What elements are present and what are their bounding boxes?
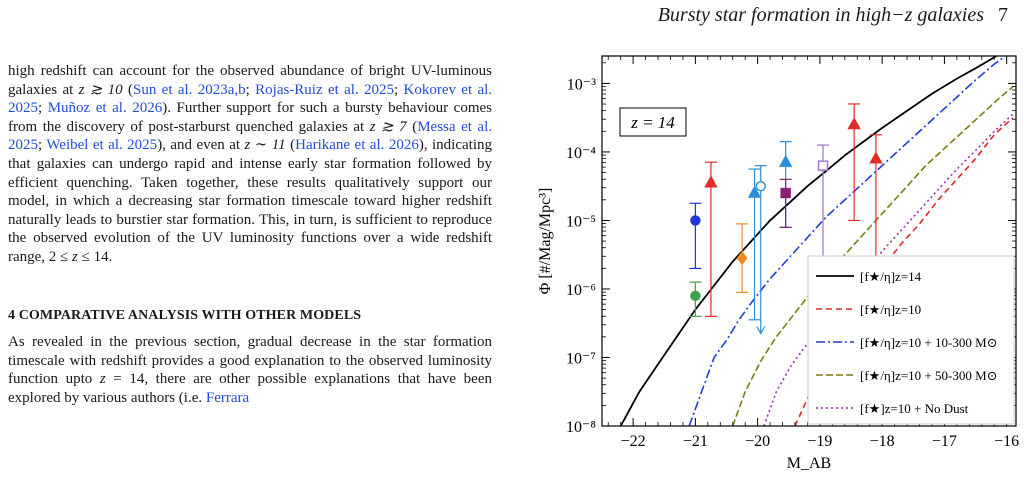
citation-link[interactable]: Messa et al. 2025 — [8, 118, 493, 154]
text-column: high redshift can account for the observ… — [8, 62, 492, 408]
data-point-square — [817, 160, 829, 171]
citation-link[interactable]: Rojas-Ruiz et al. 2025 — [255, 81, 394, 98]
y-axis-label: Φ [#/Mag/Mpc³] — [537, 188, 554, 295]
x-tick-label: −21 — [683, 433, 708, 450]
x-tick-label: −18 — [870, 433, 895, 450]
text-run: ), indicating that galaxies can undergo … — [8, 137, 493, 265]
data-point-circle — [690, 215, 701, 226]
data-point-triangle — [869, 151, 883, 164]
text-run: ≤ 14. — [77, 248, 113, 265]
series-line — [619, 56, 998, 426]
text-run: As revealed in the previous section, gra… — [8, 334, 492, 388]
x-axis-label: M_AB — [787, 455, 831, 472]
text-run: = 14, there are other possible explanati… — [8, 371, 492, 406]
text-run: ( — [122, 81, 134, 98]
data-point-circle — [755, 180, 766, 192]
legend: [f★/η]z=14 [f★/η]z=10 [f★/η]z=10 + 10-300 … — [807, 255, 1015, 425]
citation-link[interactable]: Harikane et al. 2026 — [295, 137, 419, 154]
x-tick-label: −20 — [745, 433, 770, 450]
x-tick-label: −19 — [807, 433, 832, 450]
legend-label: [f★/η]z=10 + 10-300 M⊙ — [860, 335, 998, 350]
data-point-triangle — [847, 117, 861, 130]
x-tick-label: −16 — [994, 433, 1019, 450]
running-head: Bursty star formation in high−z galaxies… — [658, 4, 1008, 27]
text-run: ; — [245, 81, 256, 98]
series-line — [731, 86, 1014, 426]
redshift-annotation: z = 14 — [630, 113, 675, 132]
math-inline: z ≳ 10 — [78, 81, 123, 98]
series-line — [763, 113, 1014, 426]
plot-frame — [601, 55, 1017, 427]
y-tick-label: 10⁻³ — [567, 76, 596, 93]
citation-link[interactable]: Weibel et al. 2025 — [46, 137, 158, 154]
math-inline: z — [72, 248, 78, 265]
data-point-circle — [690, 290, 701, 302]
text-run: ; — [394, 81, 404, 98]
citation-link[interactable]: Sun et al. 2023a,b — [133, 81, 246, 98]
page-number: 7 — [998, 4, 1008, 26]
text-run: ). Further support for such a bursty beh… — [8, 100, 492, 135]
text-run: ; — [38, 137, 47, 154]
y-tick-label: 10⁻⁸ — [566, 419, 596, 436]
text-run: ( — [285, 137, 296, 154]
running-title: Bursty star formation in high−z galaxies — [657, 4, 984, 26]
data-point-triangle — [747, 185, 762, 198]
y-tick-label: 10⁻⁴ — [566, 145, 596, 162]
paragraph-bursty-support: high redshift can account for the observ… — [8, 62, 492, 267]
text-run: ; — [38, 100, 48, 117]
math-inline: z ∼ 11 — [244, 137, 286, 154]
text-run: ( — [406, 118, 418, 135]
x-tick-label: −22 — [621, 433, 646, 450]
paragraph-comparative: As revealed in the previous section, gra… — [8, 333, 492, 407]
text-run: ), and even at — [157, 137, 245, 154]
y-tick-label: 10⁻⁵ — [566, 213, 596, 230]
data-point-triangle — [704, 175, 718, 188]
math-inline: z — [99, 371, 106, 388]
legend-label: [f★/η]z=10 — [860, 302, 921, 317]
plot-area — [619, 56, 1014, 426]
legend-label: [f★/η]z=14 — [860, 269, 922, 284]
data-point-diamond — [736, 250, 748, 266]
chart-svg: −22 −21 −20 −19 −18 −17 −16 10⁻³ 10⁻⁴ 10⁻⁵ 10⁻⁶ 10⁻… — [537, 55, 1019, 472]
legend-label: [f★/η]z=10 + 50-300 M⊙ — [860, 368, 998, 383]
legend-label: [f★]z=10 + No Dust — [860, 401, 969, 416]
x-tick-label: −17 — [932, 433, 957, 450]
citation-link[interactable]: Ferrara — [205, 389, 250, 406]
math-inline: z ≳ 7 — [369, 118, 407, 135]
text-run: high redshift can account for the observ… — [8, 63, 492, 98]
citation-link[interactable]: Muñoz et al. 2026 — [47, 100, 163, 117]
y-tick-label: 10⁻⁶ — [566, 282, 596, 299]
legend-frame — [807, 255, 1015, 425]
data-point-triangle — [778, 154, 793, 167]
citation-link[interactable]: Kokorev et al. 2025 — [8, 81, 493, 117]
y-tick-label: 10⁻⁷ — [566, 350, 596, 367]
figure-uv-luminosity-function: −22 −21 −20 −19 −18 −17 −16 10⁻³ 10⁻⁴ 10⁻⁵ 10⁻⁶ 10⁻… — [520, 40, 1024, 492]
upper-limit-arrowhead — [756, 326, 766, 335]
series-line — [688, 56, 1004, 426]
redshift-box — [619, 107, 687, 137]
data-point-square — [780, 187, 791, 199]
section-heading: 4 COMPARATIVE ANALYSIS WITH OTHER MODELS — [8, 307, 362, 323]
